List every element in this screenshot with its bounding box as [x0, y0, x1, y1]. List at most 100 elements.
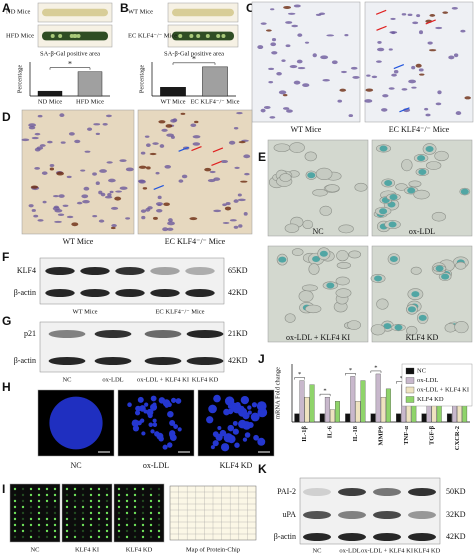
- y-axis-label: Percentage: [16, 65, 23, 94]
- plaque: [216, 34, 221, 38]
- spot: [37, 535, 41, 539]
- nucleus-dot: [401, 13, 407, 16]
- image-bg: [21, 109, 135, 235]
- band: [48, 357, 86, 365]
- nucleus-dot: [146, 166, 151, 170]
- bar: [380, 396, 386, 423]
- nucleus-dot: [268, 80, 274, 84]
- spot: [141, 487, 145, 491]
- spot: [73, 523, 77, 527]
- spot: [133, 493, 137, 497]
- nucleus-dot: [107, 192, 112, 197]
- cell: [301, 284, 318, 292]
- nucleus-dot: [429, 14, 436, 17]
- nucleus-dot: [156, 209, 163, 213]
- image-bg: [251, 1, 361, 123]
- size-label: 50KD: [446, 487, 466, 496]
- spot: [125, 517, 129, 521]
- panel-letter: F: [2, 250, 9, 264]
- nucleus-dot: [166, 227, 174, 231]
- stain: [388, 221, 397, 228]
- nucleus-dot: [39, 144, 46, 147]
- nucleus-dot: [282, 107, 290, 110]
- bar: [37, 90, 63, 97]
- spot: [141, 493, 145, 497]
- stain: [384, 179, 393, 186]
- nucleus-dot: [98, 219, 105, 223]
- fragment: [242, 437, 248, 442]
- spot: [53, 505, 57, 509]
- nucleus-dot: [233, 225, 239, 229]
- y-axis-label: mRNA Fold change: [274, 367, 281, 419]
- panel-letter: A: [2, 1, 11, 15]
- nucleus-dot: [114, 196, 122, 201]
- x-tick-label: IL-1β: [301, 425, 308, 441]
- arrow: [211, 160, 222, 166]
- micrograph: [137, 109, 253, 235]
- cell: [335, 276, 350, 286]
- lane-label: EC KLF4⁻/⁻ Mice: [155, 308, 204, 315]
- fragment: [131, 419, 140, 427]
- band: [408, 511, 436, 519]
- nucleus-dot: [152, 142, 159, 145]
- spot: [73, 487, 77, 491]
- band: [144, 330, 182, 338]
- spot: [37, 499, 41, 503]
- cell: [308, 263, 320, 275]
- fragment: [234, 401, 241, 408]
- nucleus-dot: [168, 218, 173, 223]
- cell: [454, 321, 469, 334]
- nucleus-dot: [163, 202, 170, 206]
- x-tick-label: EC KLF4⁻/⁻ Mice: [190, 98, 239, 105]
- bar: [299, 380, 305, 423]
- fragment: [171, 397, 177, 403]
- cell: [273, 143, 291, 153]
- bar: [77, 71, 103, 97]
- image-label: HFD Mice: [6, 32, 34, 39]
- nucleus-dot: [164, 165, 172, 169]
- spot: [45, 505, 49, 509]
- spot: [133, 517, 137, 521]
- nucleus-dot: [42, 200, 47, 204]
- nucleus-dot: [36, 146, 44, 150]
- nucleus-dot: [109, 190, 114, 194]
- spot: [89, 523, 93, 527]
- spot: [37, 511, 41, 515]
- nucleus-dot: [289, 65, 298, 69]
- spot: [157, 505, 161, 509]
- spot: [89, 505, 93, 509]
- spot: [29, 511, 33, 515]
- fragment: [227, 404, 233, 409]
- band: [185, 289, 215, 297]
- nucleus-dot: [428, 49, 437, 52]
- nucleus-dot: [240, 180, 248, 183]
- arrow: [153, 184, 164, 191]
- spot: [65, 487, 69, 491]
- panel-letter: I: [2, 482, 5, 496]
- significance: *: [400, 375, 403, 382]
- spot: [117, 499, 121, 503]
- nucleus-dot: [339, 88, 347, 92]
- spot: [125, 529, 129, 533]
- cell: [413, 189, 430, 200]
- nucleus-dot: [407, 13, 413, 16]
- spot: [73, 517, 77, 521]
- spot: [53, 529, 57, 533]
- nucleus-dot: [331, 60, 338, 65]
- sig-bracket: [172, 62, 216, 65]
- spot: [157, 523, 161, 527]
- spot: [97, 535, 101, 539]
- fragment: [173, 424, 179, 429]
- nucleus-dot: [157, 203, 162, 207]
- image-bg: [364, 1, 474, 123]
- fragment: [251, 402, 258, 408]
- image-bg: [61, 483, 113, 543]
- nucleus-dot: [30, 185, 39, 189]
- spot: [21, 517, 25, 521]
- spot: [117, 517, 121, 521]
- spot: [53, 517, 57, 521]
- spot: [21, 493, 25, 497]
- nucleus-dot: [285, 44, 291, 48]
- spot: [53, 511, 57, 515]
